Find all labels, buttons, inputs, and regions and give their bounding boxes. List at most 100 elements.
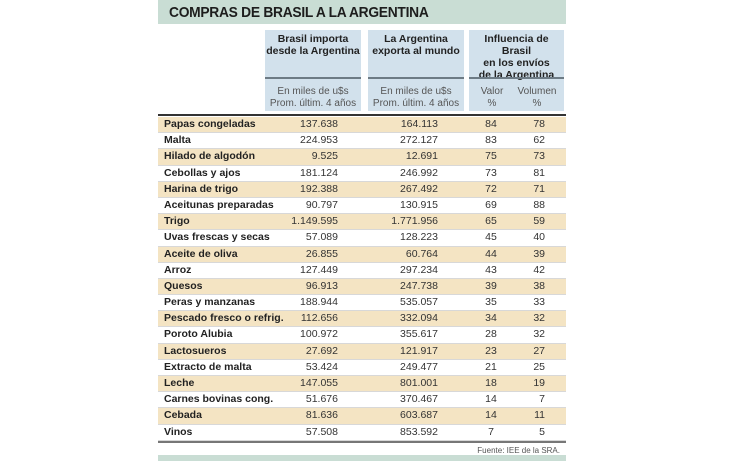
title-bar: COMPRAS DE BRASIL A LA ARGENTINA xyxy=(158,0,566,24)
argentina-exporta-value: 297.234 xyxy=(400,263,438,276)
header-brasil-importa: Brasil importa desde la Argentina En mile… xyxy=(265,30,361,111)
header-influencia-brasil: Influencia de Brasil en los envíos de la A… xyxy=(469,30,564,111)
brasil-importa-value: 137.638 xyxy=(300,118,338,130)
brasil-importa-value: 188.944 xyxy=(300,296,338,309)
header-unit-line: Prom. últim. 4 años xyxy=(372,98,460,109)
volumen-percent: 25 xyxy=(533,360,545,373)
valor-percent: 7 xyxy=(488,425,494,438)
valor-percent: 73 xyxy=(485,166,497,179)
argentina-exporta-value: 355.617 xyxy=(400,328,438,341)
valor-percent: 39 xyxy=(485,279,497,292)
product-name: Malta xyxy=(164,134,191,147)
product-name: Poroto Alubia xyxy=(164,328,233,341)
volumen-percent: 33 xyxy=(533,296,545,309)
product-name: Extracto de malta xyxy=(164,360,252,373)
header-volumen: Volumen% xyxy=(517,86,557,109)
volumen-percent: 59 xyxy=(533,215,545,228)
valor-percent: 14 xyxy=(485,409,497,422)
argentina-exporta-value: 1.771.956 xyxy=(391,215,438,228)
argentina-exporta-value: 370.467 xyxy=(400,393,438,406)
volumen-percent: 62 xyxy=(533,134,545,147)
table-row: Trigo 1.149.595 1.771.956 65 59 xyxy=(158,214,566,231)
product-name: Aceitunas preparadas xyxy=(164,198,274,211)
product-name: Vinos xyxy=(164,425,193,438)
product-name: Trigo xyxy=(164,215,190,228)
product-name: Papas congeladas xyxy=(164,118,256,130)
brasil-importa-value: 57.089 xyxy=(305,231,338,244)
brasil-importa-value: 27.692 xyxy=(305,344,338,357)
valor-percent: 84 xyxy=(485,118,497,130)
volumen-percent: 11 xyxy=(534,409,545,422)
volumen-percent: 88 xyxy=(533,198,545,211)
valor-percent: 34 xyxy=(485,312,497,325)
header-unit-line: En miles de u$s xyxy=(380,86,452,97)
product-name: Quesos xyxy=(164,279,203,292)
table-bottom-rule xyxy=(158,441,566,443)
argentina-exporta-value: 267.492 xyxy=(400,182,438,195)
brasil-importa-value: 1.149.595 xyxy=(291,215,338,228)
argentina-exporta-value: 247.738 xyxy=(400,279,438,292)
table-row: Malta 224.953 272.127 83 62 xyxy=(158,133,566,150)
valor-percent: 28 xyxy=(485,328,497,341)
table-card: COMPRAS DE BRASIL A LA ARGENTINA Brasil … xyxy=(158,0,566,461)
footer-bar xyxy=(158,455,566,461)
table-row: Poroto Alubia 100.972 355.617 28 32 xyxy=(158,327,566,344)
product-name: Aceite de oliva xyxy=(164,247,238,260)
brasil-importa-value: 100.972 xyxy=(300,328,338,341)
argentina-exporta-value: 272.127 xyxy=(400,134,438,147)
valor-percent: 44 xyxy=(485,247,497,260)
product-name: Uvas frescas y secas xyxy=(164,231,270,244)
table-row: Quesos 96.913 247.738 39 38 xyxy=(158,278,566,296)
table-row: Papas congeladas 137.638 164.113 84 78 xyxy=(158,117,566,134)
volumen-percent: 78 xyxy=(533,118,545,130)
table-row: Leche 147.055 801.001 18 19 xyxy=(158,376,566,393)
header-title-line: La Argentina xyxy=(384,33,448,45)
product-name: Hilado de algodón xyxy=(164,150,255,163)
volumen-percent: 5 xyxy=(539,425,545,438)
product-name: Arroz xyxy=(164,263,192,276)
argentina-exporta-value: 12.691 xyxy=(405,150,438,163)
brasil-importa-value: 9.525 xyxy=(311,150,338,163)
header-title-line: Influencia de Brasil xyxy=(484,33,549,57)
valor-percent: 23 xyxy=(485,344,497,357)
table-row: Hilado de algodón 9.525 12.691 75 73 xyxy=(158,149,566,166)
header-title-line: de la Argentina xyxy=(478,69,555,81)
header-title-line: desde la Argentina xyxy=(266,45,360,57)
table-row: Aceitunas preparadas 90.797 130.915 69 88 xyxy=(158,198,566,215)
brasil-importa-value: 96.913 xyxy=(305,279,338,292)
argentina-exporta-value: 128.223 xyxy=(400,231,438,244)
product-name: Cebada xyxy=(164,409,202,422)
product-name: Peras y manzanas xyxy=(164,296,256,309)
volumen-percent: 39 xyxy=(533,247,545,260)
header-title-line: exporta al mundo xyxy=(372,45,460,57)
header-argentina-exporta: La Argentina exporta al mundo En miles de… xyxy=(368,30,464,111)
table-row: Vinos 57.508 853.592 7 5 xyxy=(158,425,566,441)
brasil-importa-value: 26.855 xyxy=(305,247,338,260)
table-row: Arroz 127.449 297.234 43 42 xyxy=(158,263,566,279)
brasil-importa-value: 53.424 xyxy=(305,360,338,373)
volumen-percent: 7 xyxy=(539,393,545,406)
table-row: Uvas frescas y secas 57.089 128.223 45 40 xyxy=(158,230,566,247)
header-divider xyxy=(265,77,361,79)
table-body: Papas congeladas 137.638 164.113 84 78 Malta 2… xyxy=(158,117,566,441)
valor-percent: 35 xyxy=(485,296,497,309)
valor-percent: 75 xyxy=(485,150,497,163)
argentina-exporta-value: 60.764 xyxy=(405,247,438,260)
volumen-percent: 42 xyxy=(533,263,545,276)
header-valor: Valor% xyxy=(480,86,504,109)
table-row: Harina de trigo 192.388 267.492 72 71 xyxy=(158,181,566,198)
volumen-percent: 32 xyxy=(533,328,545,341)
table-row: Aceite de oliva 26.855 60.764 44 39 xyxy=(158,246,566,263)
product-name: Carnes bovinas cong. xyxy=(164,393,274,406)
page-title: COMPRAS DE BRASIL A LA ARGENTINA xyxy=(169,4,429,21)
argentina-exporta-value: 332.094 xyxy=(400,312,438,325)
argentina-exporta-value: 603.687 xyxy=(400,409,438,422)
header-title-line: Brasil importa xyxy=(277,33,349,45)
brasil-importa-value: 127.449 xyxy=(300,263,338,276)
product-name: Pescado fresco o refrig. xyxy=(164,312,284,325)
volumen-percent: 32 xyxy=(533,312,545,325)
table-row: Cebada 81.636 603.687 14 11 xyxy=(158,408,566,425)
argentina-exporta-value: 801.001 xyxy=(400,377,438,389)
source-note: Fuente: IEE de la SRA. xyxy=(477,446,560,455)
argentina-exporta-value: 121.917 xyxy=(400,344,438,357)
